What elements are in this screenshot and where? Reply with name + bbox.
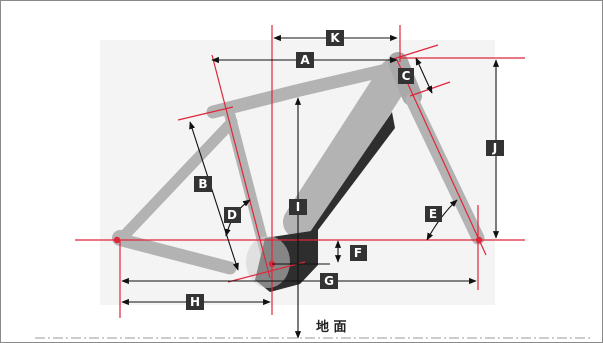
b-dimension-arrow [189,121,239,271]
label-b: B [194,176,212,192]
rear-axle-point [113,236,121,244]
svg-text:D: D [227,208,237,222]
svg-text:E: E [429,207,437,221]
svg-text:B: B [198,177,207,191]
head-tube-axis-line [396,59,487,256]
ground-label: 地 面 [316,319,347,335]
svg-text:I: I [296,200,300,214]
label-i: I [289,199,307,215]
label-e: E [425,206,442,222]
svg-text:J: J [492,141,497,155]
label-k: K [326,30,344,46]
svg-text:A: A [300,53,310,67]
front-axle-point [475,236,483,244]
label-d: D [224,207,241,223]
label-j: J [486,140,504,156]
svg-text:K: K [330,31,340,45]
head-tube-cap-line [389,44,439,61]
seat-tube-axis-line [211,54,271,279]
c-dimension-arrow [415,57,433,94]
seat-tube-top-line [177,106,234,121]
label-a: A [296,52,314,68]
battery-motor [246,112,395,292]
label-c: C [398,68,414,84]
svg-text:G: G [324,274,334,288]
svg-text:F: F [354,246,362,260]
label-f: F [350,245,367,261]
label-h: H [186,294,204,310]
svg-text:H: H [190,295,200,309]
label-g: G [320,273,338,289]
svg-text:C: C [402,69,411,83]
dimension-labels: K A C J B I D E [186,30,504,335]
